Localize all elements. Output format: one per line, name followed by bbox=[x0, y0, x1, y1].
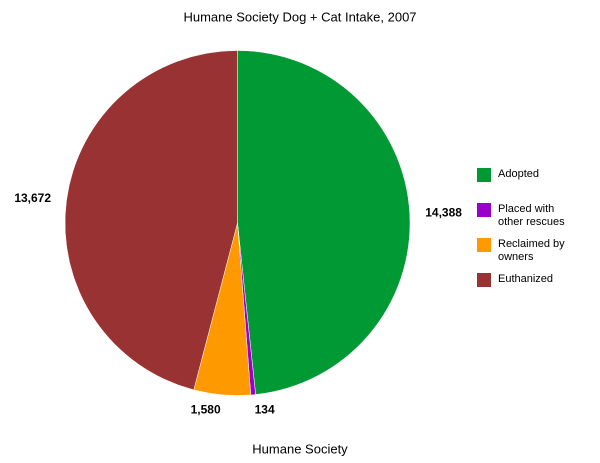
data-label: 13,672 bbox=[14, 191, 51, 205]
legend-label: Placed with other rescues bbox=[498, 203, 565, 228]
legend-item: Adopted bbox=[477, 168, 587, 203]
data-label: 134 bbox=[255, 402, 275, 416]
x-label: Humane Society bbox=[252, 441, 348, 456]
legend-item: Euthanized bbox=[477, 273, 587, 308]
legend-swatch bbox=[477, 203, 491, 217]
legend-label: Euthanized bbox=[498, 273, 554, 285]
data-label: 14,388 bbox=[425, 205, 462, 219]
legend-item: Placed with other rescues bbox=[477, 203, 587, 238]
pie-slice bbox=[64, 50, 238, 391]
legend-swatch bbox=[477, 238, 491, 252]
legend-swatch bbox=[477, 168, 491, 182]
legend-swatch bbox=[477, 273, 491, 287]
pie-slice bbox=[237, 50, 411, 395]
legend-label: Reclaimed by owners bbox=[498, 238, 565, 263]
legend: Adopted Placed with other rescues Reclaime… bbox=[477, 168, 587, 308]
legend-label: Adopted bbox=[498, 168, 539, 180]
chart-title: Humane Society Dog + Cat Intake, 2007 bbox=[183, 9, 416, 24]
legend-item: Reclaimed by owners bbox=[477, 238, 587, 273]
data-label: 1,580 bbox=[191, 402, 221, 416]
